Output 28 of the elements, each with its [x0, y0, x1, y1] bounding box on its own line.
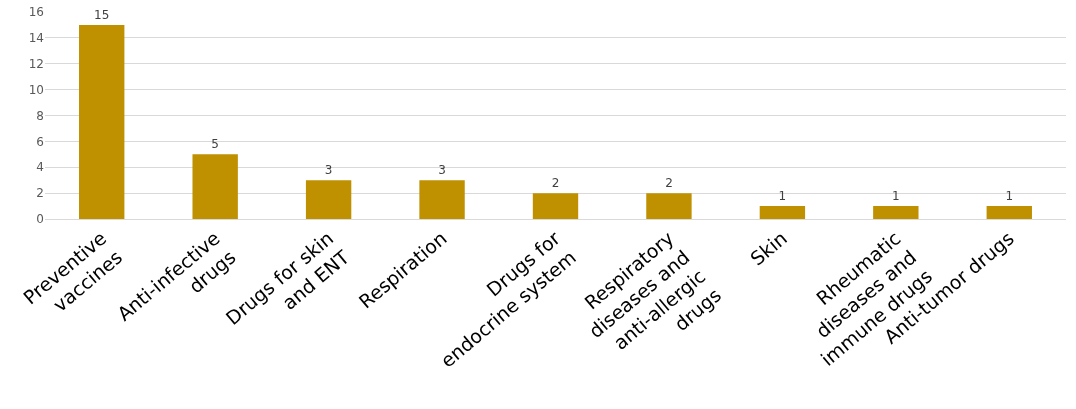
bar [873, 206, 919, 219]
bar [646, 193, 692, 219]
data-label: 3 [438, 163, 446, 178]
y-tick-label: 6 [36, 134, 44, 149]
y-tick-label: 0 [36, 212, 44, 227]
data-label: 1 [778, 189, 787, 204]
y-tick-label: 14 [28, 31, 44, 46]
bar [192, 154, 238, 219]
data-label: 5 [211, 137, 219, 152]
bar [305, 180, 352, 219]
data-label: 2 [665, 176, 673, 191]
data-label: 1 [1005, 189, 1014, 204]
y-tick-label: 8 [36, 108, 44, 123]
data-label: 2 [551, 176, 560, 191]
y-tick-label: 10 [28, 82, 44, 97]
bar [986, 206, 1032, 219]
y-tick-label: 4 [36, 160, 44, 175]
bar [419, 180, 465, 219]
bar [759, 206, 806, 219]
data-label: 1 [892, 189, 900, 204]
data-label: 15 [94, 7, 110, 22]
bar [79, 24, 125, 219]
y-tick-label: 2 [36, 186, 44, 201]
y-tick-label: 16 [28, 5, 44, 20]
bar [532, 193, 579, 219]
x-tick-label: Skin [745, 226, 792, 270]
y-tick-label: 12 [28, 56, 44, 71]
data-label: 3 [324, 163, 333, 178]
